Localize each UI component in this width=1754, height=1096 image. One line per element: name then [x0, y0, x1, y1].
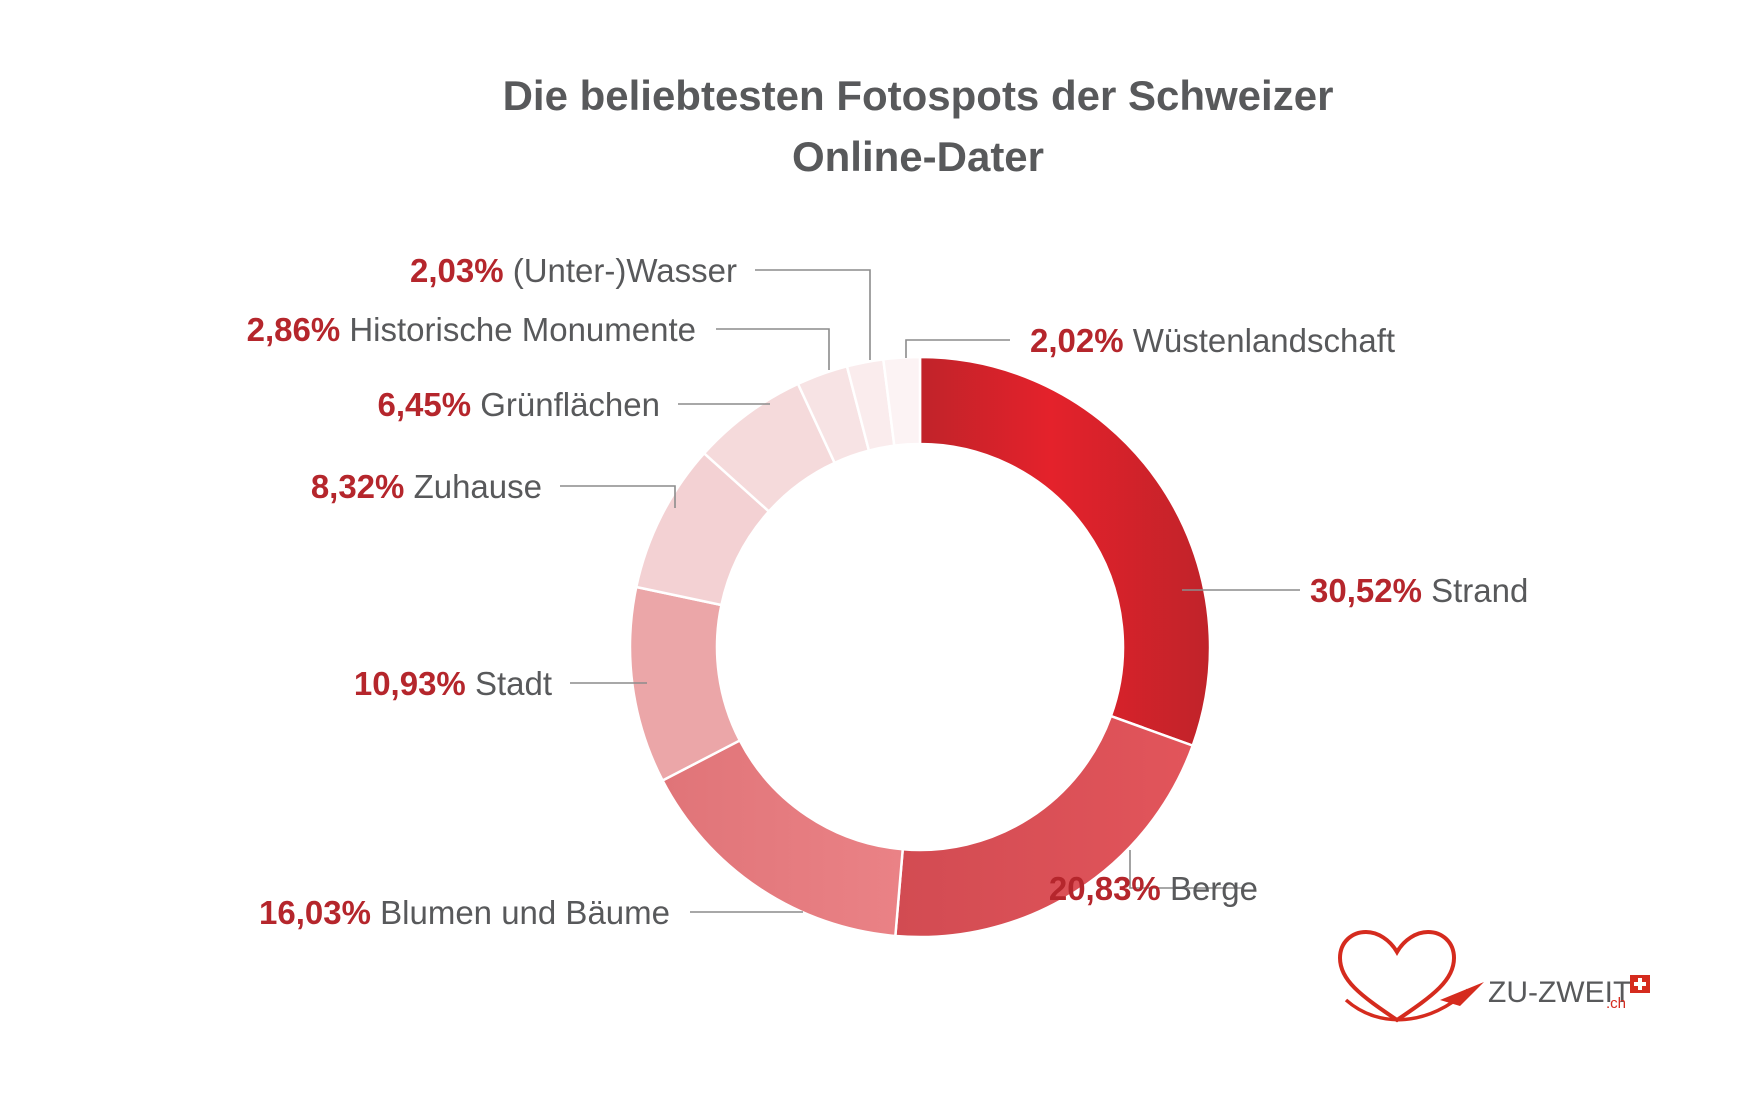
slice-label-wuestenlandschaft: 2,02% Wüstenlandschaft — [1030, 322, 1395, 359]
leader-line-historische-monumente — [716, 328, 830, 370]
slice-category-label: Grünflächen — [480, 386, 660, 423]
donut-slices — [628, 355, 1212, 939]
slice-value-label: 16,03% — [259, 894, 380, 931]
chart-title-line-1: Die beliebtesten Fotospots der Schweizer — [503, 72, 1334, 119]
logo-suffix: .ch — [1606, 995, 1626, 1012]
paper-plane-icon — [1440, 982, 1484, 1006]
slice-category-label: Stadt — [475, 665, 552, 702]
leader-line-unter-wasser — [755, 269, 871, 360]
slice-category-label: Blumen und Bäume — [380, 894, 670, 931]
chart-title: Die beliebtesten Fotospots der Schweizer… — [503, 72, 1334, 180]
slice-label-blumen-und-baeume: 16,03% Blumen und Bäume — [259, 894, 670, 931]
slice-category-label: Zuhause — [414, 468, 542, 505]
slice-label-zuhause: 8,32% Zuhause — [311, 468, 542, 505]
slice-blumen-und-baeume — [660, 738, 905, 938]
slice-label-stadt: 10,93% Stadt — [354, 665, 552, 702]
leader-lines — [560, 269, 1300, 913]
slice-strand — [918, 355, 1212, 748]
slice-labels: 30,52% Strand 20,83% Berge 16,03% Blumen u… — [247, 252, 1529, 931]
chart-title-line-2: Online-Dater — [792, 133, 1044, 180]
slice-value-label: 30,52% — [1310, 572, 1431, 609]
slice-label-berge: 20,83% Berge — [1049, 870, 1258, 907]
slice-label-historische-monumente: 2,86% Historische Monumente — [247, 311, 696, 348]
swiss-flag-icon — [1630, 975, 1650, 993]
heart-icon — [1337, 929, 1470, 1023]
slice-category-label: Wüstenlandschaft — [1133, 322, 1395, 359]
slice-wuestenlandschaft — [881, 355, 922, 448]
slice-label-gruenflaechen: 6,45% Grünflächen — [377, 386, 660, 423]
slice-value-label: 2,02% — [1030, 322, 1133, 359]
slice-label-strand: 30,52% Strand — [1310, 572, 1528, 609]
logo-text: ZU-ZWEIT — [1488, 976, 1631, 1009]
slice-value-label: 20,83% — [1049, 870, 1170, 907]
slice-category-label: (Unter-)Wasser — [513, 252, 737, 289]
slice-value-label: 8,32% — [311, 468, 414, 505]
slice-value-label: 10,93% — [354, 665, 475, 702]
slice-category-label: Strand — [1431, 572, 1528, 609]
slice-label-unter-wasser: 2,03% (Unter-)Wasser — [410, 252, 737, 289]
leader-line-zuhause — [560, 485, 676, 508]
slice-category-label: Berge — [1170, 870, 1258, 907]
leader-line-wuestenlandschaft — [905, 339, 1010, 358]
slice-category-label: Historische Monumente — [349, 311, 696, 348]
slice-value-label: 2,86% — [247, 311, 350, 348]
slice-value-label: 2,03% — [410, 252, 513, 289]
slice-value-label: 6,45% — [377, 386, 480, 423]
leader-line-berge — [1129, 850, 1242, 889]
zu-zweit-logo: ZU-ZWEIT .ch — [1337, 929, 1650, 1023]
